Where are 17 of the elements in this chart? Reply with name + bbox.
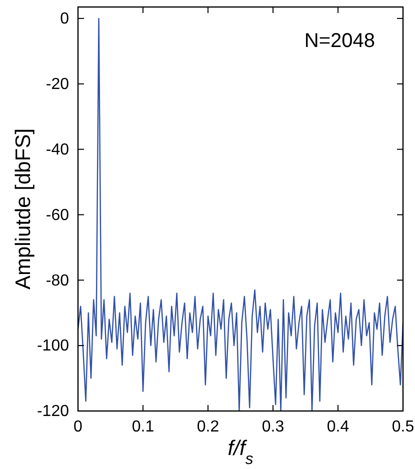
y-tick-label: -20 [46, 76, 70, 93]
y-axis-title: Ampliutde [dbFS] [12, 128, 35, 290]
x-axis-title: f/f$_{s}$ [228, 437, 254, 468]
annotation: N=2048 [304, 30, 375, 52]
x-tick-label: 0.1 [132, 418, 154, 436]
y-tick-label: 0 [60, 10, 70, 28]
x-tick-label: 0.3 [262, 418, 284, 436]
x-tick-label: 0.4 [326, 418, 350, 436]
x-tick-label: 0 [74, 418, 83, 436]
y-tick-label: -80 [46, 272, 70, 290]
y-tick-label: -40 [46, 141, 70, 158]
y-tick-label: -100 [36, 338, 70, 355]
y-tick-label: -60 [46, 206, 70, 224]
x-tick-label: 0.5 [392, 418, 414, 436]
line-series [77, 18, 404, 412]
x-tick-label: 0.2 [196, 418, 220, 436]
y-tick-label: -120 [36, 403, 70, 420]
